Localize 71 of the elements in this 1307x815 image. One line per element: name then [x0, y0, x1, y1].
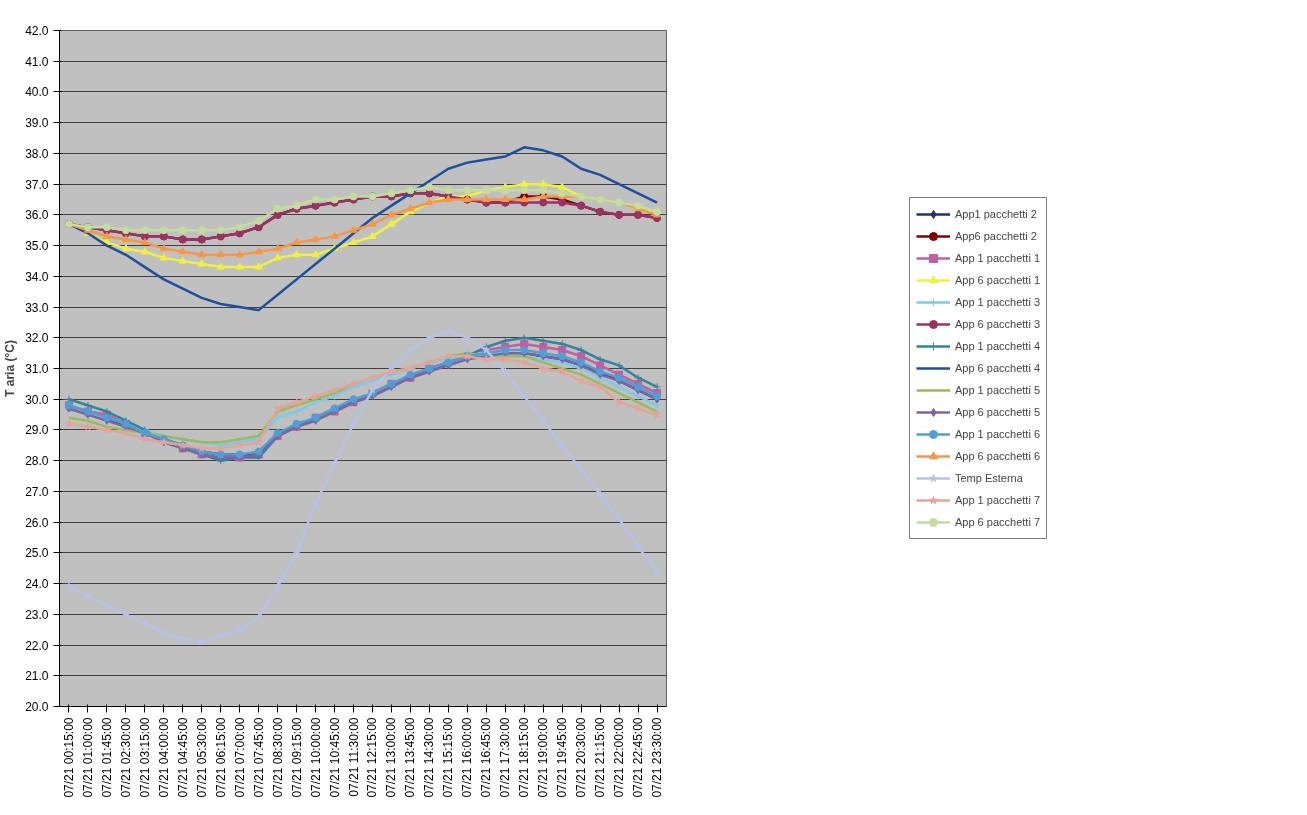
y-tick-label: 27.0: [25, 484, 49, 499]
y-tick-label: 35.0: [25, 239, 49, 254]
legend-label: App 1 pacchetti 7: [954, 494, 1041, 506]
x-tick-label: 07/21 03:15:00: [137, 717, 152, 798]
x-tick-label: 07/21 04:45:00: [175, 717, 190, 798]
y-tick-label: 20.0: [25, 700, 49, 714]
y-tick-label: 34.0: [25, 269, 49, 284]
x-tick-label: 07/21 07:00:00: [232, 717, 247, 798]
x-tick-label: 07/21 01:45:00: [99, 717, 114, 798]
x-tick-label: 07/21 14:30:00: [422, 717, 437, 798]
legend-label: App 1 pacchetti 5: [954, 384, 1041, 396]
x-tick-label: 07/21 02:30:00: [118, 717, 133, 798]
y-tick-label: 38.0: [25, 146, 49, 161]
y-tick-label: 31.0: [25, 362, 49, 376]
x-tick-label: 07/21 10:45:00: [327, 717, 342, 798]
x-tick-label: 07/21 11:30:00: [346, 717, 361, 797]
y-tick-label: 22.0: [25, 638, 49, 653]
y-tick-label: 28.0: [25, 454, 49, 469]
x-tick-label: 07/21 16:45:00: [479, 717, 494, 798]
y-tick-label: 36.0: [25, 208, 49, 223]
legend-label: App 1 pacchetti 1: [954, 252, 1041, 264]
x-tick-label: 07/21 13:00:00: [384, 717, 399, 798]
x-tick-label: 07/21 21:15:00: [593, 717, 608, 798]
x-tick-label: 07/21 00:15:00: [61, 717, 76, 798]
x-tick-label: 07/21 13:45:00: [403, 717, 418, 798]
y-tick-label: 39.0: [25, 116, 49, 131]
y-tick-label: 33.0: [25, 300, 49, 315]
y-tick-label: 29.0: [25, 423, 49, 438]
x-tick-label: 07/21 16:00:00: [460, 717, 475, 798]
y-tick-label: 24.0: [25, 577, 49, 592]
legend-label: App 6 pacchetti 6: [954, 450, 1041, 462]
y-tick-label: 41.0: [25, 54, 49, 69]
legend-label: App 6 pacchetti 4: [954, 362, 1041, 374]
legend-label: Temp Esterna: [954, 472, 1023, 484]
legend-label: App6 pacchetti 2: [954, 230, 1037, 242]
legend-label: App 6 pacchetti 3: [954, 318, 1041, 330]
legend-label: App 6 pacchetti 1: [954, 274, 1041, 286]
x-tick-label: 07/21 07:45:00: [251, 717, 266, 798]
y-tick-label: 32.0: [25, 331, 49, 346]
x-tick-label: 07/21 20:30:00: [574, 717, 589, 798]
x-tick-label: 07/21 01:00:00: [80, 717, 95, 798]
y-tick-label: 26.0: [25, 515, 49, 530]
legend-label: App 6 pacchetti 7: [954, 516, 1041, 528]
y-tick-label: 30.0: [25, 392, 49, 407]
x-tick-label: 07/21 22:00:00: [612, 717, 627, 798]
legend-label: App 1 pacchetti 3: [954, 296, 1041, 308]
y-axis-title: T aria (°C): [3, 340, 18, 397]
legend-label: App1 pacchetti 2: [954, 208, 1037, 220]
y-tick-label: 23.0: [25, 607, 49, 622]
y-tick-label: 42.0: [25, 24, 49, 38]
y-tick-label: 21.0: [25, 669, 49, 684]
y-tick-label: 37.0: [25, 177, 49, 192]
x-tick-label: 07/21 10:00:00: [308, 717, 323, 798]
x-tick-label: 07/21 19:45:00: [555, 717, 570, 798]
legend-label: App 1 pacchetti 6: [954, 428, 1041, 440]
x-tick-label: 07/21 12:15:00: [365, 717, 380, 798]
y-tick-label: 40.0: [25, 85, 49, 100]
x-tick-label: 07/21 09:15:00: [289, 717, 304, 798]
x-tick-label: 07/21 22:45:00: [631, 717, 646, 798]
x-tick-label: 07/21 06:15:00: [213, 717, 228, 798]
x-tick-label: 07/21 05:30:00: [194, 717, 209, 798]
x-tick-label: 07/21 08:30:00: [270, 717, 285, 798]
x-tick-label: 07/21 15:15:00: [441, 717, 456, 798]
x-tick-label: 07/21 17:30:00: [498, 717, 513, 798]
x-tick-label: 07/21 04:00:00: [156, 717, 171, 798]
legend-label: App 6 pacchetti 5: [954, 406, 1041, 418]
x-tick-label: 07/21 18:15:00: [517, 717, 532, 798]
legend-label: App 1 pacchetti 4: [954, 340, 1041, 352]
x-tick-label: 07/21 23:30:00: [650, 717, 665, 798]
y-tick-label: 25.0: [25, 546, 49, 561]
x-tick-label: 07/21 19:00:00: [536, 717, 551, 798]
